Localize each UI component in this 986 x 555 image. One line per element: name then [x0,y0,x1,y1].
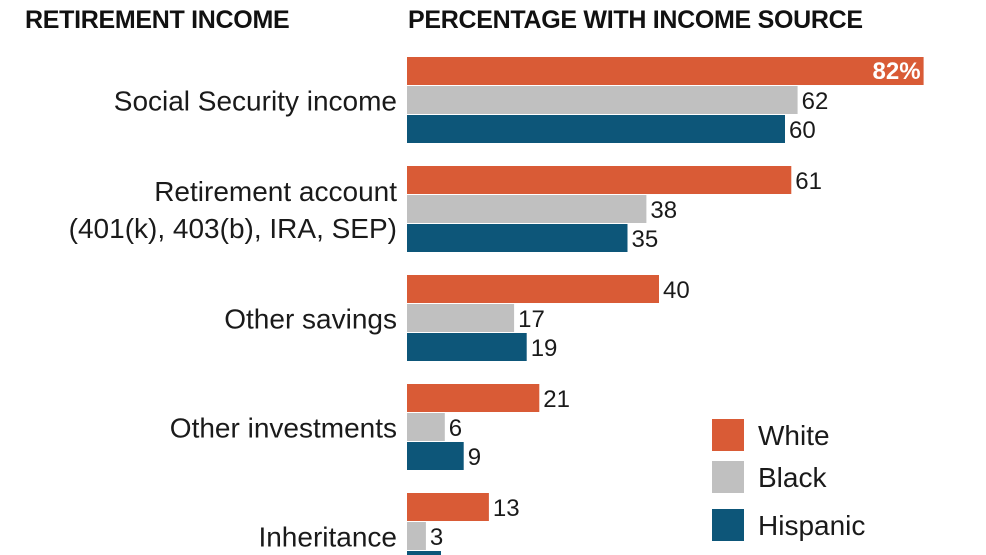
bar-white-inheritance [407,493,489,521]
value-label-white-retirement-account: 61 [795,168,822,195]
value-label-black-inheritance: 3 [430,524,443,551]
value-label-black-social-security-income: 62 [802,88,829,115]
chart-title: PERCENTAGE WITH INCOME SOURCE [408,6,863,34]
bar-white-retirement-account [407,166,792,194]
bar-hispanic-inheritance-partial [407,551,441,555]
legend-swatch-black [712,461,744,493]
value-label-black-other-investments: 6 [449,415,462,442]
category-label-social-security-income: Social Security income [114,86,397,117]
legend-label-black: Black [758,462,827,493]
bar-black-other-investments [407,413,445,441]
value-label-hispanic-retirement-account: 35 [632,226,659,253]
value-label-black-retirement-account: 38 [650,197,677,224]
bar-white-social-security-income [407,57,924,85]
chart-category-header: RETIREMENT INCOME [25,6,290,34]
bar-white-other-savings [407,275,659,303]
category-label-retirement-account: Retirement account [154,176,397,207]
legend-label-white: White [758,420,830,451]
category-label-other-savings: Other savings [224,304,397,335]
bar-black-retirement-account [407,195,647,223]
value-label-hispanic-other-savings: 19 [531,335,558,362]
category-label-inheritance: Inheritance [258,522,397,553]
bar-hispanic-retirement-account [407,224,628,252]
bar-white-other-investments [407,384,540,412]
legend-label-hispanic: Hispanic [758,510,865,541]
bar-black-other-savings [407,304,515,332]
category-label-retirement-account: (401(k), 403(b), IRA, SEP) [69,213,397,244]
value-label-white-inheritance: 13 [493,495,520,522]
bar-hispanic-social-security-income [407,115,785,143]
value-label-hispanic-other-investments: 9 [468,444,481,471]
bar-black-inheritance [407,522,426,550]
bar-black-social-security-income [407,86,798,114]
legend-swatch-hispanic [712,509,744,541]
value-label-white-social-security-income: 82% [873,58,921,85]
value-label-black-other-savings: 17 [518,306,545,333]
value-label-white-other-savings: 40 [663,277,690,304]
bar-hispanic-other-investments [407,442,464,470]
value-label-hispanic-social-security-income: 60 [789,117,816,144]
bar-hispanic-other-savings [407,333,527,361]
legend-swatch-white [712,419,744,451]
value-label-white-other-investments: 21 [543,386,570,413]
category-label-other-investments: Other investments [170,413,397,444]
